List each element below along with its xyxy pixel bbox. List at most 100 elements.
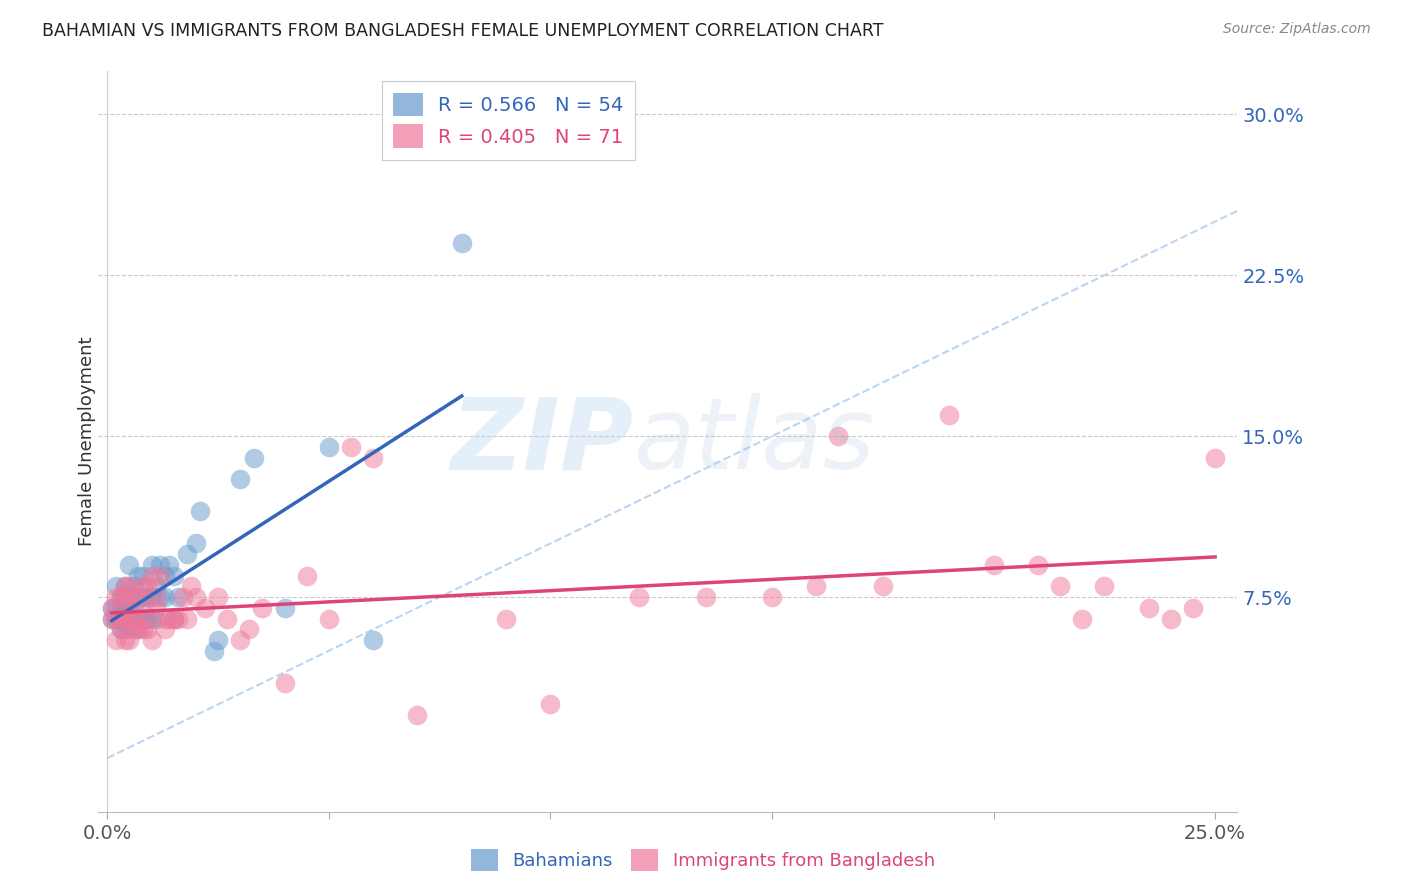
Point <box>105 633 128 648</box>
Point <box>1181 600 1204 615</box>
Point <box>806 579 828 593</box>
Point <box>176 547 198 561</box>
Point <box>238 623 260 637</box>
Point <box>141 611 163 625</box>
Point <box>242 450 264 465</box>
Point <box>229 633 252 648</box>
Point <box>1137 600 1160 615</box>
Point <box>122 579 145 593</box>
Point <box>132 600 155 615</box>
Point <box>136 590 159 604</box>
Point <box>450 235 472 250</box>
Point <box>194 600 217 615</box>
Point <box>157 611 180 625</box>
Point <box>114 600 136 615</box>
Text: Source: ZipAtlas.com: Source: ZipAtlas.com <box>1223 22 1371 37</box>
Point <box>1026 558 1049 572</box>
Point <box>318 440 340 454</box>
Point <box>252 600 274 615</box>
Point <box>105 590 128 604</box>
Point <box>695 590 717 604</box>
Point <box>132 568 155 582</box>
Point <box>163 568 186 582</box>
Legend: R = 0.566   N = 54, R = 0.405   N = 71: R = 0.566 N = 54, R = 0.405 N = 71 <box>381 81 636 160</box>
Point <box>118 579 141 593</box>
Point <box>136 611 159 625</box>
Point <box>122 590 145 604</box>
Y-axis label: Female Unemployment: Female Unemployment <box>79 337 96 546</box>
Point <box>149 568 172 582</box>
Point <box>132 611 155 625</box>
Text: ZIP: ZIP <box>451 393 634 490</box>
Point <box>761 590 783 604</box>
Point <box>145 590 167 604</box>
Point <box>1071 611 1094 625</box>
Point <box>114 590 136 604</box>
Point <box>149 558 172 572</box>
Point <box>122 611 145 625</box>
Point <box>110 611 132 625</box>
Point <box>145 600 167 615</box>
Point <box>1160 611 1182 625</box>
Point <box>127 611 149 625</box>
Point <box>114 623 136 637</box>
Point <box>295 568 318 582</box>
Point <box>163 611 186 625</box>
Point <box>153 568 176 582</box>
Point <box>273 600 295 615</box>
Point <box>114 590 136 604</box>
Point <box>153 623 176 637</box>
Point <box>145 579 167 593</box>
Point <box>406 708 429 723</box>
Point <box>105 611 128 625</box>
Point <box>110 623 132 637</box>
Point <box>215 611 238 625</box>
Point <box>100 600 122 615</box>
Point <box>141 590 163 604</box>
Point <box>136 579 159 593</box>
Point <box>118 600 141 615</box>
Point <box>184 590 207 604</box>
Point <box>318 611 340 625</box>
Point <box>127 590 149 604</box>
Point <box>105 600 128 615</box>
Point <box>361 450 384 465</box>
Point <box>118 611 141 625</box>
Point <box>157 558 180 572</box>
Point <box>180 579 202 593</box>
Point <box>207 590 229 604</box>
Point <box>141 633 163 648</box>
Point <box>1049 579 1071 593</box>
Point <box>132 579 155 593</box>
Point <box>153 590 176 604</box>
Point <box>114 579 136 593</box>
Point <box>110 600 132 615</box>
Point <box>153 611 176 625</box>
Point <box>122 600 145 615</box>
Point <box>184 536 207 550</box>
Point <box>118 600 141 615</box>
Point <box>122 611 145 625</box>
Point <box>141 558 163 572</box>
Point <box>938 408 960 422</box>
Point <box>100 600 122 615</box>
Point <box>827 429 849 443</box>
Legend: Bahamians, Immigrants from Bangladesh: Bahamians, Immigrants from Bangladesh <box>464 842 942 879</box>
Point <box>105 579 128 593</box>
Point <box>136 611 159 625</box>
Point <box>340 440 363 454</box>
Point <box>118 558 141 572</box>
Point <box>114 579 136 593</box>
Point <box>118 611 141 625</box>
Point <box>127 568 149 582</box>
Point <box>110 590 132 604</box>
Point <box>127 623 149 637</box>
Text: BAHAMIAN VS IMMIGRANTS FROM BANGLADESH FEMALE UNEMPLOYMENT CORRELATION CHART: BAHAMIAN VS IMMIGRANTS FROM BANGLADESH F… <box>42 22 884 40</box>
Text: atlas: atlas <box>634 393 876 490</box>
Point <box>1092 579 1115 593</box>
Point <box>176 611 198 625</box>
Point <box>105 611 128 625</box>
Point <box>100 611 122 625</box>
Point <box>136 623 159 637</box>
Point <box>538 698 561 712</box>
